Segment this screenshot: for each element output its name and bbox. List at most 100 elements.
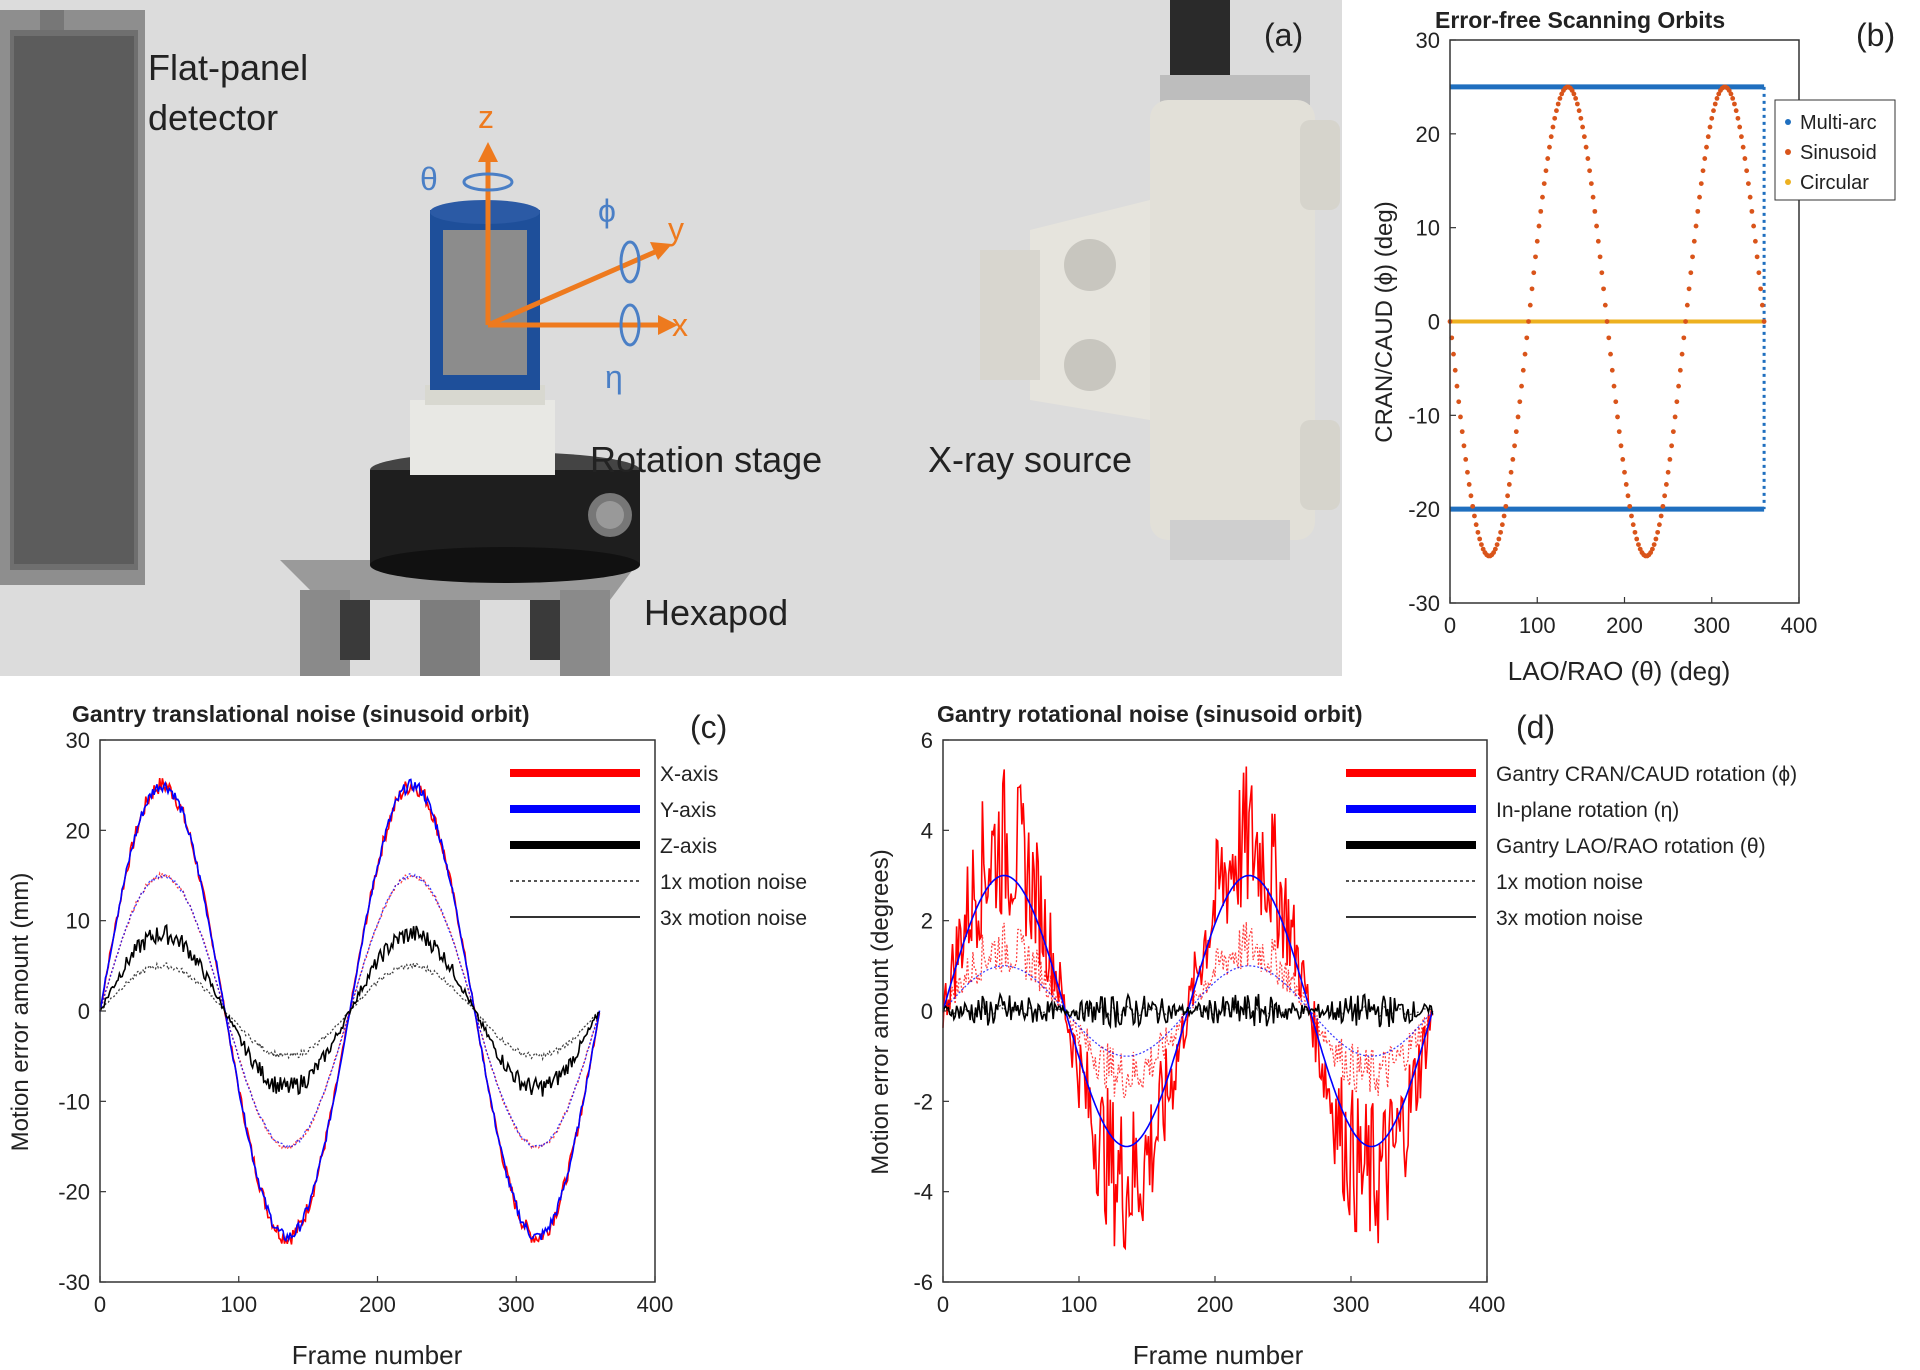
legend-label: Y-axis	[660, 799, 716, 822]
sinusoid-point	[1597, 254, 1603, 260]
y-tick-label: -30	[58, 1270, 90, 1295]
sinusoid-point	[1494, 542, 1500, 548]
x-tick-label: 100	[220, 1292, 257, 1317]
rotation-arrows	[462, 172, 641, 347]
sinusoid-point	[1513, 429, 1519, 435]
sinusoid-point	[1522, 351, 1528, 357]
sinusoid-point	[1705, 134, 1711, 140]
sinusoid-point	[1461, 443, 1467, 449]
sinusoid-point	[1608, 351, 1613, 357]
sinusoid-point	[1583, 144, 1589, 150]
chart-c-title: Gantry translational noise (sinusoid orb…	[72, 701, 530, 727]
sinusoid-point	[1508, 469, 1514, 475]
sinusoid-point	[1683, 319, 1688, 324]
series-3x-line	[942, 766, 1434, 1251]
sinusoid-point	[1557, 95, 1563, 101]
sinusoid-point	[1533, 254, 1538, 260]
sinusoid-point	[1630, 522, 1636, 528]
y-tick-label: 20	[66, 818, 90, 843]
y-tick-label: -10	[1408, 403, 1440, 428]
x-tick-label: 100	[1519, 613, 1556, 638]
chart-d-ticks: 0 100 200 300 400 -6 -4 -2 0 2 4 6	[913, 728, 1505, 1317]
sinusoid-point	[1512, 443, 1517, 449]
series-3x-line	[99, 923, 600, 1097]
sinusoid-point	[1688, 270, 1694, 276]
chart-c-marks	[99, 778, 601, 1245]
sinusoid-point	[1759, 302, 1765, 308]
chart-d-frame	[942, 739, 1488, 1283]
legend-label: 1x motion noise	[1496, 871, 1643, 894]
sinusoid-point	[1505, 493, 1510, 499]
sinusoid-point	[1733, 108, 1739, 114]
sinusoid-point	[1538, 208, 1544, 214]
sinusoid-point	[1540, 194, 1545, 200]
legend-label: X-axis	[660, 763, 718, 786]
sinusoid-point	[1681, 335, 1687, 341]
sinusoid-point	[1679, 351, 1685, 357]
sinusoid-point	[1650, 546, 1655, 552]
sinusoid-point	[1611, 383, 1617, 389]
legend-label: 3x motion noise	[1496, 907, 1643, 930]
sinusoid-point	[1670, 429, 1676, 435]
x-tick-label: 300	[1333, 1292, 1370, 1317]
sinusoid-point	[1550, 124, 1556, 130]
sinusoid-point	[1594, 223, 1599, 229]
x-tick-label: 300	[1693, 613, 1730, 638]
x-label: x	[672, 307, 688, 343]
phantom-illustration	[410, 200, 555, 475]
chart-d-title: Gantry rotational noise (sinusoid orbit)	[937, 701, 1363, 727]
legend-label: Circular	[1800, 172, 1869, 194]
sinusoid-point	[1592, 208, 1598, 214]
x-tick-label: 0	[937, 1292, 949, 1317]
sinusoid-point	[1632, 529, 1638, 535]
legend-label: 3x motion noise	[660, 907, 807, 930]
legend-label: Sinusoid	[1800, 142, 1877, 164]
panel-label-c: (c)	[690, 709, 727, 745]
sinusoid-point	[1761, 319, 1767, 324]
sinusoid-point	[1499, 522, 1505, 528]
sinusoid-point	[1534, 238, 1540, 244]
z-label: z	[478, 99, 494, 135]
x-tick-label: 400	[1781, 613, 1818, 638]
sinusoid-point	[1604, 319, 1610, 324]
sinusoid-point	[1590, 194, 1596, 200]
sinusoid-point	[1531, 270, 1537, 276]
x-tick-label: 0	[1444, 613, 1456, 638]
rotation-stage-label: Rotation stage	[590, 439, 822, 480]
sinusoid-point	[1676, 383, 1681, 389]
sinusoid-point	[1709, 115, 1715, 121]
sinusoid-point	[1728, 91, 1734, 97]
chart-d-ylabel: Motion error amount (degrees)	[867, 849, 894, 1174]
y-tick-label: -30	[1408, 591, 1440, 616]
sinusoid-point	[1574, 101, 1580, 107]
sinusoid-point	[1653, 536, 1659, 542]
x-tick-label: 200	[359, 1292, 396, 1317]
sinusoid-point	[1627, 503, 1633, 509]
sinusoid-point	[1580, 124, 1586, 130]
sinusoid-point	[1712, 101, 1718, 107]
sinusoid-point	[1657, 522, 1662, 528]
sinusoid-point	[1758, 286, 1764, 292]
sinusoid-point	[1707, 124, 1713, 130]
hexapod-label: Hexapod	[644, 592, 788, 633]
sinusoid-point	[1576, 108, 1582, 114]
sinusoid-point	[1700, 168, 1706, 174]
sinusoid-point	[1585, 156, 1591, 161]
sinusoid-point	[1730, 95, 1736, 101]
x-tick-label: 400	[1469, 1292, 1506, 1317]
sinusoid-point	[1541, 181, 1547, 187]
chart-d-xlabel: Frame number	[1133, 1340, 1304, 1370]
y-tick-label: -2	[913, 1089, 933, 1114]
sinusoid-point	[1618, 443, 1624, 449]
sinusoid-point	[1684, 302, 1690, 308]
sinusoid-point	[1735, 115, 1741, 121]
sinusoid-point	[1595, 238, 1601, 244]
sinusoid-point	[1498, 529, 1504, 535]
sinusoid-point	[1517, 399, 1523, 405]
chart-b-xlabel: LAO/RAO (θ) (deg)	[1508, 656, 1731, 686]
sinusoid-point	[1737, 124, 1743, 130]
sinusoid-point	[1468, 493, 1474, 499]
sinusoid-point	[1588, 181, 1594, 187]
sinusoid-point	[1658, 513, 1664, 519]
legend-label: Multi-arc	[1800, 112, 1877, 134]
